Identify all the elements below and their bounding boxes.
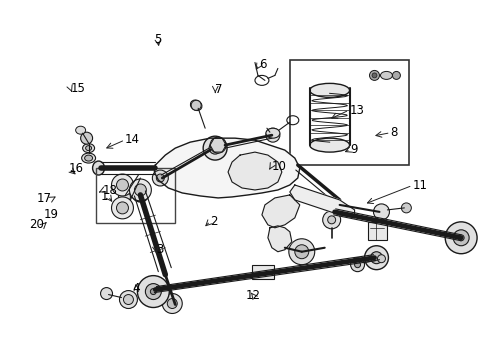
Circle shape xyxy=(354,262,360,268)
Bar xyxy=(95,168,175,223)
Ellipse shape xyxy=(380,71,392,80)
Text: 17: 17 xyxy=(37,192,52,205)
Circle shape xyxy=(136,189,144,197)
Text: 19: 19 xyxy=(43,208,58,221)
Circle shape xyxy=(150,289,156,294)
Bar xyxy=(367,222,386,240)
Circle shape xyxy=(243,160,266,184)
Circle shape xyxy=(370,252,382,264)
Circle shape xyxy=(401,203,410,213)
Circle shape xyxy=(294,245,308,259)
Text: 10: 10 xyxy=(271,160,285,173)
Polygon shape xyxy=(227,152,281,190)
Circle shape xyxy=(152,170,168,186)
Circle shape xyxy=(457,235,463,241)
Ellipse shape xyxy=(309,138,349,152)
Text: 6: 6 xyxy=(259,58,266,71)
Ellipse shape xyxy=(92,161,104,175)
Ellipse shape xyxy=(82,144,94,153)
Circle shape xyxy=(116,179,128,191)
Circle shape xyxy=(131,184,149,202)
Circle shape xyxy=(116,202,128,214)
Circle shape xyxy=(123,294,133,305)
Polygon shape xyxy=(267,226,291,252)
Text: 11: 11 xyxy=(412,179,427,192)
Circle shape xyxy=(364,246,387,270)
Polygon shape xyxy=(262,195,299,228)
Circle shape xyxy=(129,179,151,201)
Circle shape xyxy=(118,191,130,203)
Ellipse shape xyxy=(265,128,279,138)
Circle shape xyxy=(265,128,279,142)
Circle shape xyxy=(209,142,221,154)
Circle shape xyxy=(81,132,92,144)
Text: 8: 8 xyxy=(390,126,397,139)
Text: 7: 7 xyxy=(215,83,223,96)
Circle shape xyxy=(322,211,340,229)
Ellipse shape xyxy=(81,153,95,163)
Ellipse shape xyxy=(85,146,91,150)
Text: 4: 4 xyxy=(132,282,140,295)
Circle shape xyxy=(373,204,388,220)
Text: 13: 13 xyxy=(348,104,364,117)
Circle shape xyxy=(162,293,182,314)
Circle shape xyxy=(371,73,376,78)
Circle shape xyxy=(452,230,468,246)
Text: 2: 2 xyxy=(210,215,218,228)
Circle shape xyxy=(156,174,164,182)
Circle shape xyxy=(369,71,379,80)
Circle shape xyxy=(210,137,225,153)
Text: 5: 5 xyxy=(154,33,161,46)
Text: 9: 9 xyxy=(350,143,357,156)
Circle shape xyxy=(191,100,201,110)
Text: 1: 1 xyxy=(101,190,108,203)
Circle shape xyxy=(392,71,400,80)
Circle shape xyxy=(111,174,133,196)
Circle shape xyxy=(101,288,112,300)
Circle shape xyxy=(134,184,146,196)
Circle shape xyxy=(137,276,169,307)
Ellipse shape xyxy=(76,126,85,134)
Bar xyxy=(251,265,273,279)
Text: 12: 12 xyxy=(245,289,260,302)
Circle shape xyxy=(203,136,226,160)
Circle shape xyxy=(288,239,314,265)
Text: 16: 16 xyxy=(69,162,84,175)
Circle shape xyxy=(111,197,133,219)
Circle shape xyxy=(444,222,476,254)
Circle shape xyxy=(350,258,364,272)
Circle shape xyxy=(248,166,261,178)
Polygon shape xyxy=(289,185,354,218)
Ellipse shape xyxy=(84,155,92,161)
Circle shape xyxy=(167,298,177,309)
Text: 18: 18 xyxy=(102,184,117,197)
Circle shape xyxy=(377,255,385,263)
Circle shape xyxy=(119,291,137,309)
Circle shape xyxy=(145,284,161,300)
Bar xyxy=(289,60,408,165)
Ellipse shape xyxy=(309,84,349,97)
Circle shape xyxy=(327,216,335,224)
Text: 3: 3 xyxy=(156,243,163,256)
Text: 20: 20 xyxy=(29,218,44,231)
Text: 14: 14 xyxy=(125,133,140,146)
Text: 15: 15 xyxy=(70,82,85,95)
Polygon shape xyxy=(154,138,299,198)
